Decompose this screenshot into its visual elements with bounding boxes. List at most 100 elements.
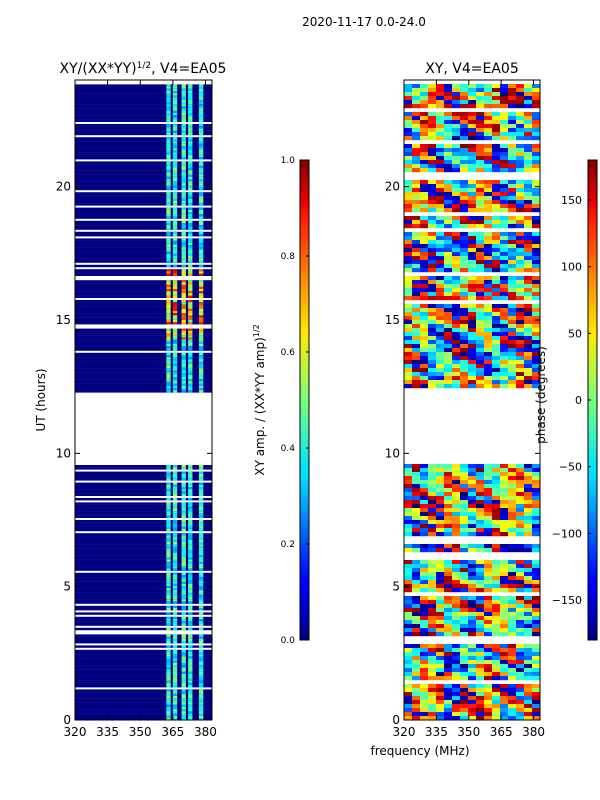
phase-cell <box>436 116 445 121</box>
phase-cell <box>404 188 413 193</box>
amplitude-row <box>75 302 212 305</box>
amplitude-cell <box>172 581 178 584</box>
amplitude-row <box>75 535 212 538</box>
phase-cell <box>460 380 469 385</box>
amplitude-cell <box>188 165 193 169</box>
phase-cell <box>524 328 533 333</box>
amplitude-row <box>75 711 212 714</box>
amplitude-row <box>75 352 212 356</box>
phase-cell <box>476 684 485 689</box>
phase-cell <box>516 156 525 161</box>
amplitude-cell <box>166 251 171 254</box>
phase-cell <box>468 152 477 157</box>
amplitude-cell <box>181 520 186 523</box>
phase-xtick-label: 365 <box>490 725 513 739</box>
amplitude-cell <box>181 693 186 697</box>
amplitude-cell <box>181 355 186 358</box>
phase-cell <box>532 704 541 709</box>
phase-cell <box>516 584 525 589</box>
phase-cell <box>404 340 413 345</box>
amplitude-cell <box>172 355 178 358</box>
phase-cell <box>524 516 533 521</box>
phase-cell <box>444 256 453 261</box>
phase-cell <box>420 688 429 693</box>
phase-cell <box>460 88 469 93</box>
phase-cell <box>436 244 445 249</box>
amplitude-cell <box>198 146 204 149</box>
phase-cell <box>460 332 469 337</box>
phase-cell <box>452 132 461 137</box>
phase-cell <box>436 600 445 605</box>
amplitude-cell <box>198 564 204 567</box>
amplitude-cell <box>198 511 204 514</box>
phase-cell <box>524 584 533 589</box>
amplitude-row <box>75 291 212 294</box>
amplitude-cell <box>198 238 204 241</box>
phase-cell <box>428 120 437 125</box>
amplitude-cell <box>172 368 178 371</box>
phase-cell <box>476 692 485 697</box>
amplitude-cell <box>181 506 186 510</box>
amplitude-cell <box>181 566 186 569</box>
amplitude-cell <box>188 86 193 89</box>
amplitude-row <box>75 467 212 470</box>
phase-cell <box>500 148 509 153</box>
phase-cell <box>532 360 541 365</box>
phase-cell <box>428 372 437 377</box>
phase-cell <box>404 688 413 693</box>
phase-cell <box>452 684 461 689</box>
amplitude-row <box>75 502 212 505</box>
phase-cell <box>532 476 541 481</box>
amplitude-cell <box>166 641 171 644</box>
phase-cell <box>492 572 501 577</box>
amplitude-cell <box>166 634 171 637</box>
phase-cell <box>524 148 533 153</box>
phase-cell <box>436 380 445 385</box>
phase-cell <box>444 240 453 245</box>
phase-cell <box>484 620 493 625</box>
phase-cell <box>524 548 533 553</box>
phase-cell <box>444 380 453 385</box>
phase-cell <box>524 380 533 385</box>
phase-cell <box>508 164 517 169</box>
amplitude-row <box>75 234 212 237</box>
amplitude-cell <box>198 575 204 578</box>
phase-cell <box>436 564 445 569</box>
phase-cell <box>500 504 509 509</box>
phase-cell <box>524 256 533 261</box>
phase-cell <box>492 672 501 677</box>
phase-cell <box>436 224 445 229</box>
amplitude-cell <box>166 388 171 391</box>
phase-cell <box>428 616 437 621</box>
phase-cell <box>524 476 533 481</box>
amplitude-cell <box>188 520 193 523</box>
phase-cell <box>532 372 541 377</box>
phase-cell <box>492 332 501 337</box>
phase-cell <box>492 216 501 221</box>
amplitude-cell <box>188 251 193 254</box>
phase-cell <box>412 504 421 509</box>
phase-cell <box>492 544 501 549</box>
phase-cell <box>452 716 461 721</box>
amplitude-cell <box>181 388 186 391</box>
phase-cell <box>412 548 421 553</box>
phase-cell <box>412 168 421 173</box>
phase-cell <box>420 476 429 481</box>
amplitude-cell <box>166 544 171 547</box>
ut-axis-label: UT (hours) <box>34 368 48 431</box>
amplitude-cell <box>198 152 204 155</box>
amplitude-cell <box>188 99 193 103</box>
phase-cell <box>452 644 461 649</box>
phase-cell <box>420 512 429 517</box>
phase-cell <box>508 372 517 377</box>
amplitude-cell <box>198 117 204 120</box>
phase-cell <box>452 528 461 533</box>
phase-axes-frame <box>403 79 541 721</box>
phase-cell <box>516 484 525 489</box>
amplitude-cell <box>166 317 171 320</box>
phase-cell <box>532 88 541 93</box>
phase-cell <box>484 476 493 481</box>
amplitude-cell <box>181 599 186 602</box>
phase-cell <box>428 196 437 201</box>
amplitude-cell <box>172 333 178 336</box>
